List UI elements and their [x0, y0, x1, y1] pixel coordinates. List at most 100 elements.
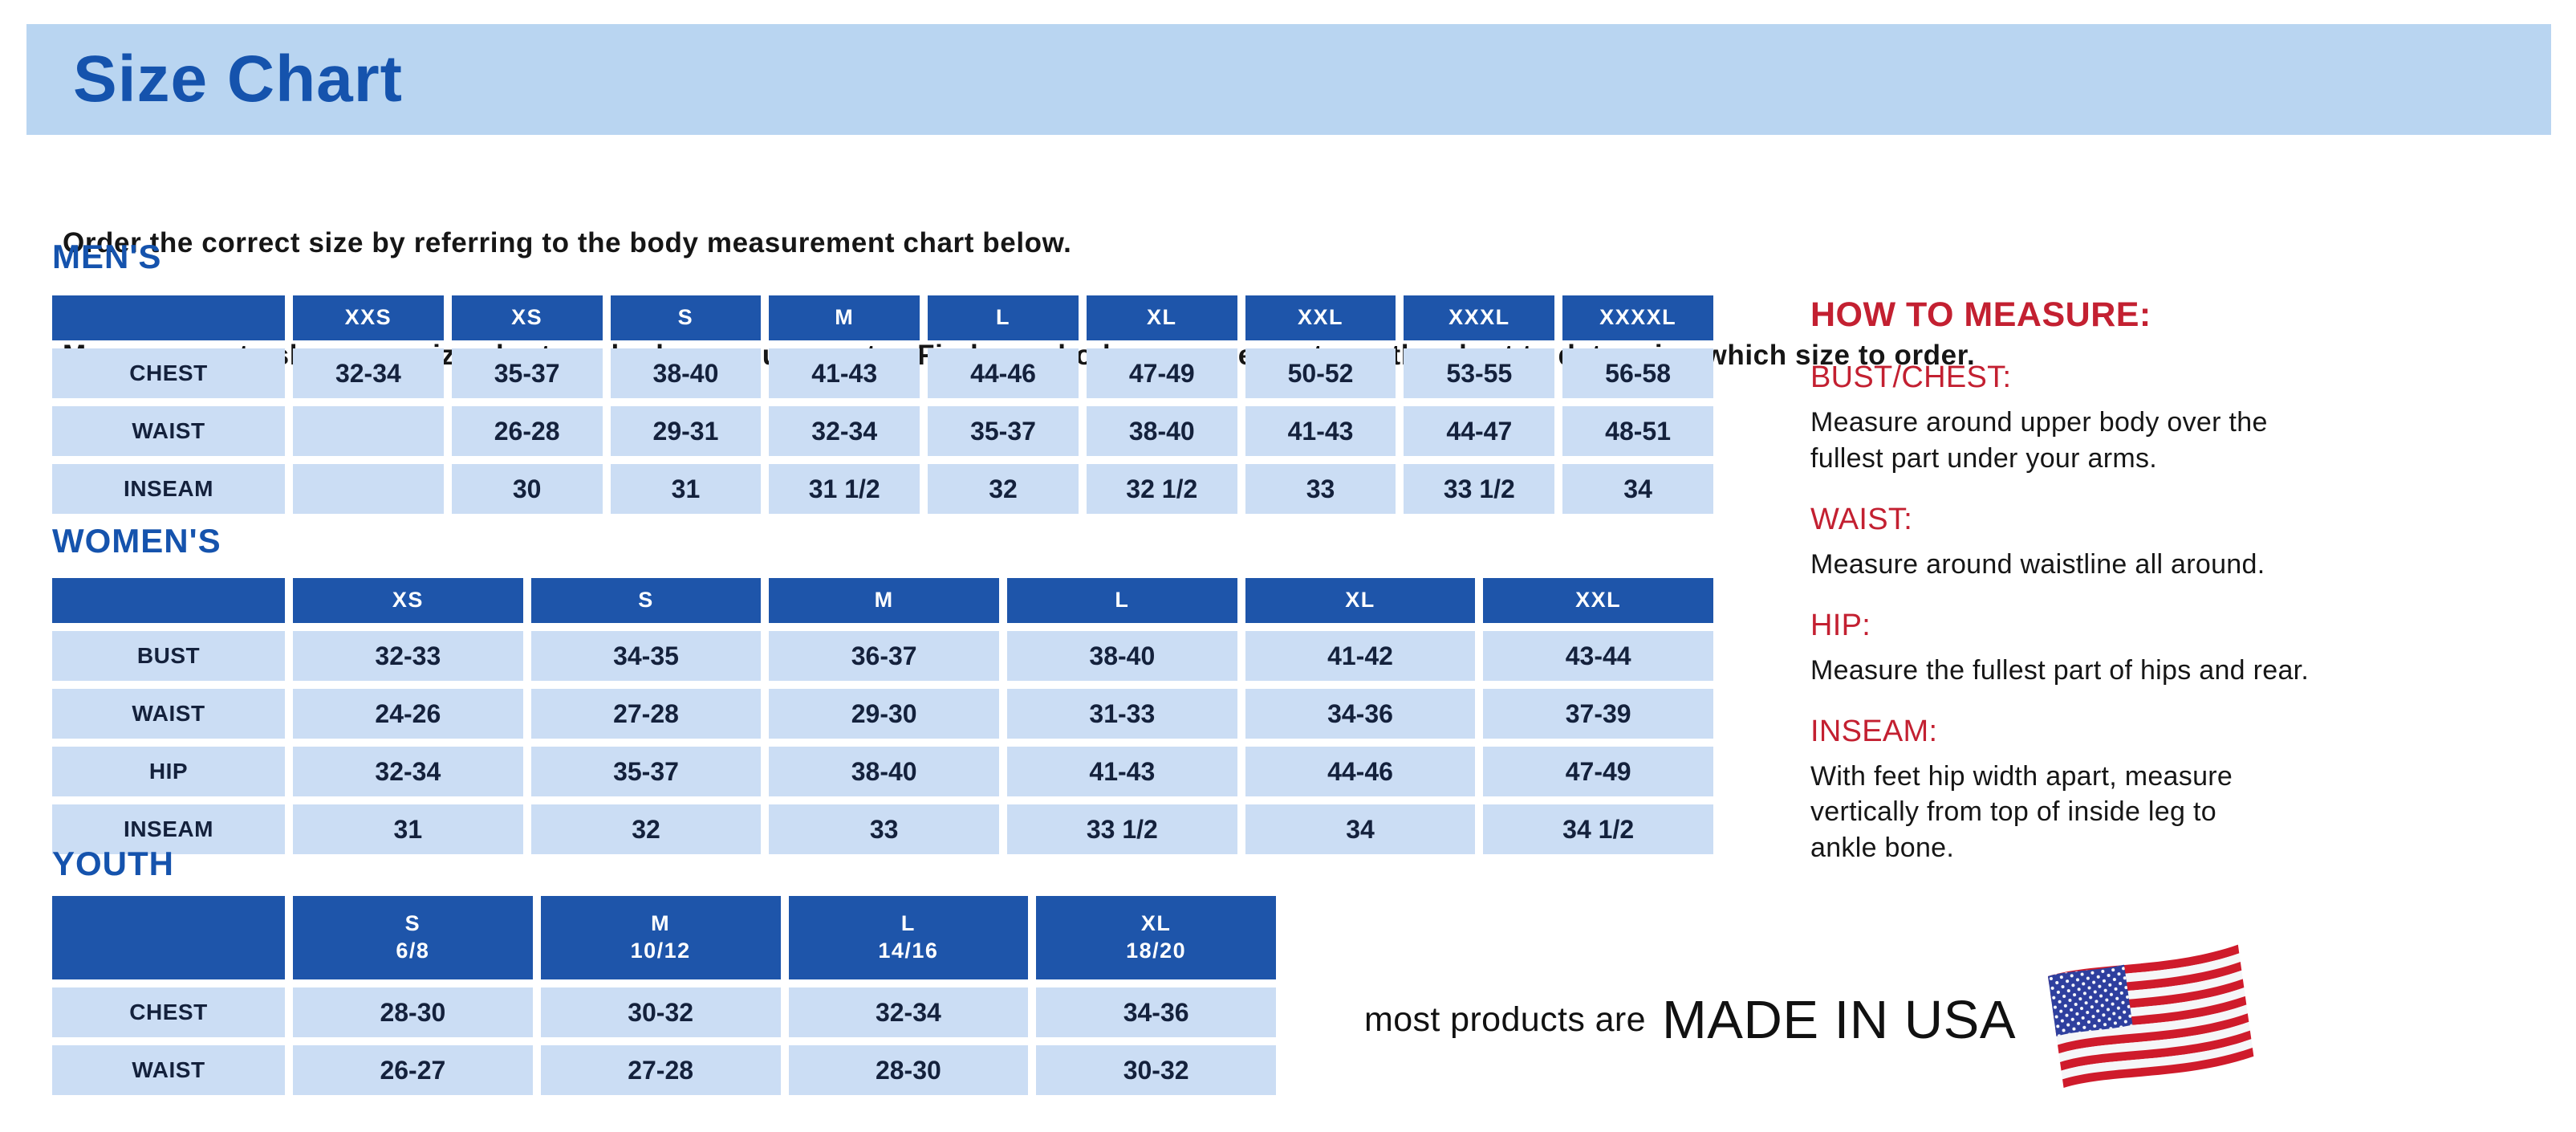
column-age-range: 14/16 — [878, 939, 939, 963]
size-value-cell: 24-26 — [293, 689, 523, 739]
size-value-cell: 36-37 — [769, 631, 999, 681]
column-header: L — [1006, 578, 1237, 623]
size-value-cell: 33 — [769, 804, 999, 854]
size-value-cell: 35-37 — [451, 348, 603, 398]
size-value-cell: 38-40 — [769, 747, 999, 796]
size-value-cell: 47-49 — [1483, 747, 1713, 796]
row-label: WAIST — [52, 689, 285, 739]
womens-section-heading: WOMEN'S — [52, 522, 221, 560]
footer-prefix-text: most products are — [1364, 1000, 1646, 1039]
column-size-label: M — [651, 911, 671, 936]
size-value-cell: 32 — [928, 464, 1079, 514]
flag-red-stripe — [2062, 1047, 2254, 1089]
column-header: S — [530, 578, 762, 623]
column-header: L — [928, 295, 1079, 340]
measure-term: WAIST: — [1810, 502, 1913, 536]
us-flag-icon — [2048, 944, 2254, 1089]
size-value-cell: 34 — [1245, 804, 1476, 854]
made-in-usa-note: most products are MADE IN USA — [1364, 939, 2276, 1100]
size-value-cell: 31-33 — [1006, 689, 1237, 739]
column-header: S — [610, 295, 762, 340]
measure-term: HIP: — [1810, 608, 1871, 642]
size-value-cell: 34-36 — [1245, 689, 1476, 739]
size-value-cell: 27-28 — [540, 1045, 781, 1095]
column-header: M 10/12 — [540, 896, 781, 979]
flag-white-stripe — [2058, 1021, 2250, 1062]
flag-white-stripe — [2061, 1039, 2253, 1080]
row-label: INSEAM — [52, 804, 285, 854]
how-to-measure-panel: HOW TO MEASURE: BUST/CHEST: Measure aroun… — [1810, 295, 2541, 866]
size-value-cell: 43-44 — [1483, 631, 1713, 681]
size-value-cell: 34 — [1562, 464, 1713, 514]
measure-description: Measure around waistline all around. — [1810, 548, 2265, 580]
column-header: XXS — [293, 295, 444, 340]
page-title: Size Chart — [73, 43, 403, 116]
measure-term: BUST/CHEST: — [1810, 360, 2012, 394]
flag-red-stripe — [2060, 1030, 2252, 1071]
size-value-cell: 32-34 — [293, 348, 444, 398]
measure-description: With feet hip width apart, measure verti… — [1810, 760, 2233, 864]
column-header: XXXXL — [1562, 295, 1713, 340]
size-value-cell: 26-28 — [451, 406, 603, 456]
size-value-cell: 41-43 — [769, 348, 920, 398]
size-value-cell: 31 — [293, 804, 523, 854]
how-to-measure-list: BUST/CHEST: Measure around upper body ove… — [1810, 360, 2541, 866]
column-header: XL — [1245, 578, 1476, 623]
column-age-range: 18/20 — [1126, 939, 1187, 963]
size-value-cell: 32-33 — [293, 631, 523, 681]
column-header: XL — [1086, 295, 1237, 340]
size-value-cell: 32-34 — [769, 406, 920, 456]
youth-size-table: S 6/8 M 10/12 L 14/16 XL 18/20 CHEST 28-30 30-32 32… — [52, 896, 1276, 1095]
column-header: M — [769, 578, 999, 623]
size-value-cell: 38-40 — [1086, 406, 1237, 456]
size-value-cell: 30 — [451, 464, 603, 514]
size-value-cell: 34-35 — [530, 631, 762, 681]
column-size-label: XL — [1140, 911, 1172, 936]
column-age-range: 10/12 — [630, 939, 691, 963]
size-value-cell: 32 1/2 — [1086, 464, 1237, 514]
row-label: HIP — [52, 747, 285, 796]
size-value-cell: 30-32 — [1036, 1045, 1276, 1095]
size-value-cell: 33 1/2 — [1006, 804, 1237, 854]
column-header: XS — [293, 578, 523, 623]
size-value-cell: 48-51 — [1562, 406, 1713, 456]
column-header: XXXL — [1404, 295, 1555, 340]
row-label: WAIST — [52, 406, 285, 456]
size-value-cell: 35-37 — [928, 406, 1079, 456]
size-value-cell: 44-46 — [928, 348, 1079, 398]
size-value-cell: 47-49 — [1086, 348, 1237, 398]
size-value-cell: 32 — [530, 804, 762, 854]
row-label: INSEAM — [52, 464, 285, 514]
size-value-cell — [293, 406, 444, 456]
size-value-cell: 44-47 — [1404, 406, 1555, 456]
size-value-cell: 26-27 — [293, 1045, 533, 1095]
womens-size-table: XS S M L XL XXL BUST 32-33 34-35 36-37 38-40 41-42 4… — [52, 578, 1713, 854]
size-value-cell: 28-30 — [788, 1045, 1029, 1095]
size-value-cell: 31 — [610, 464, 762, 514]
flag-white-stripe — [2056, 1004, 2248, 1045]
youth-section-heading: YOUTH — [52, 845, 174, 882]
size-value-cell: 32-34 — [293, 747, 523, 796]
size-value-cell: 27-28 — [530, 689, 762, 739]
size-value-cell: 33 1/2 — [1404, 464, 1555, 514]
size-value-cell: 29-31 — [610, 406, 762, 456]
size-value-cell: 32-34 — [788, 987, 1029, 1037]
column-size-label: S — [404, 911, 421, 936]
size-value-cell: 35-37 — [530, 747, 762, 796]
size-value-cell: 41-42 — [1245, 631, 1476, 681]
size-value-cell: 33 — [1245, 464, 1396, 514]
size-value-cell — [293, 464, 444, 514]
size-value-cell: 28-30 — [293, 987, 533, 1037]
column-size-label: L — [900, 911, 916, 936]
mens-section-heading: MEN'S — [52, 238, 162, 275]
mens-size-table: XXS XS S M L XL XXL XXXL XXXXL CHEST 32-34 35-37 38-… — [52, 295, 1713, 514]
column-header: XXL — [1245, 295, 1396, 340]
size-value-cell: 41-43 — [1006, 747, 1237, 796]
row-label: WAIST — [52, 1045, 285, 1095]
size-value-cell: 41-43 — [1245, 406, 1396, 456]
table-corner-cell — [52, 578, 285, 623]
row-label: CHEST — [52, 348, 285, 398]
column-header: XXL — [1483, 578, 1713, 623]
column-header: M — [769, 295, 920, 340]
size-value-cell: 56-58 — [1562, 348, 1713, 398]
